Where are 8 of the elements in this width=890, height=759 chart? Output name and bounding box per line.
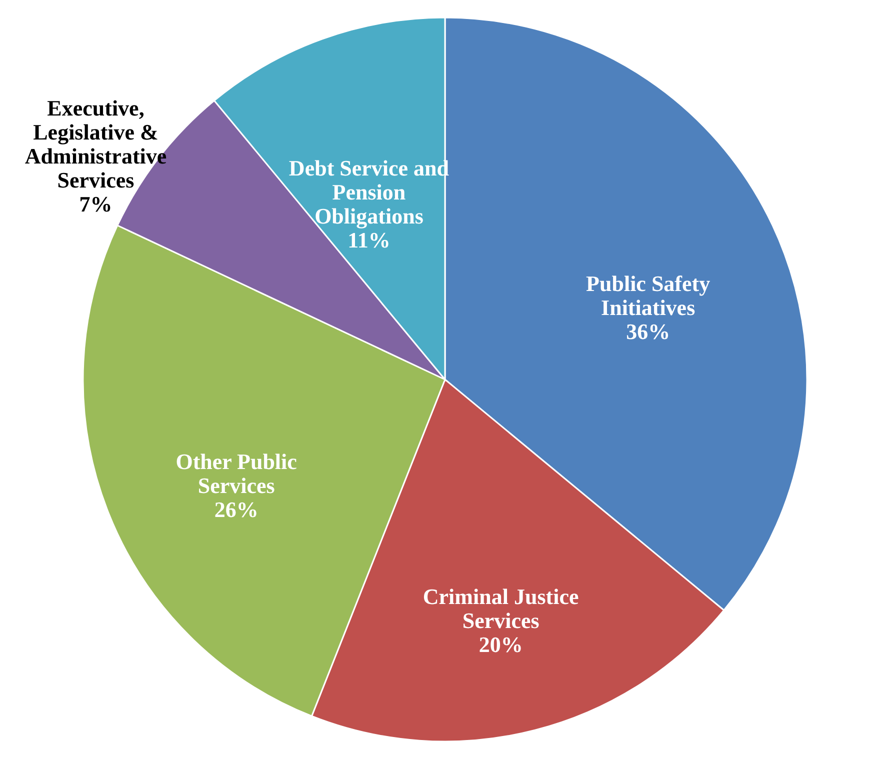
data-label: 11% (348, 227, 390, 252)
slice-label: Criminal Justice Services (422, 584, 579, 633)
data-label: 7% (79, 192, 112, 217)
slice-label: Other Public Services (176, 449, 298, 498)
data-label: 36% (626, 318, 670, 344)
data-label: 20% (478, 632, 523, 657)
data-label: 26% (214, 497, 258, 522)
slice-label: Public Safety Initiatives (586, 270, 710, 320)
